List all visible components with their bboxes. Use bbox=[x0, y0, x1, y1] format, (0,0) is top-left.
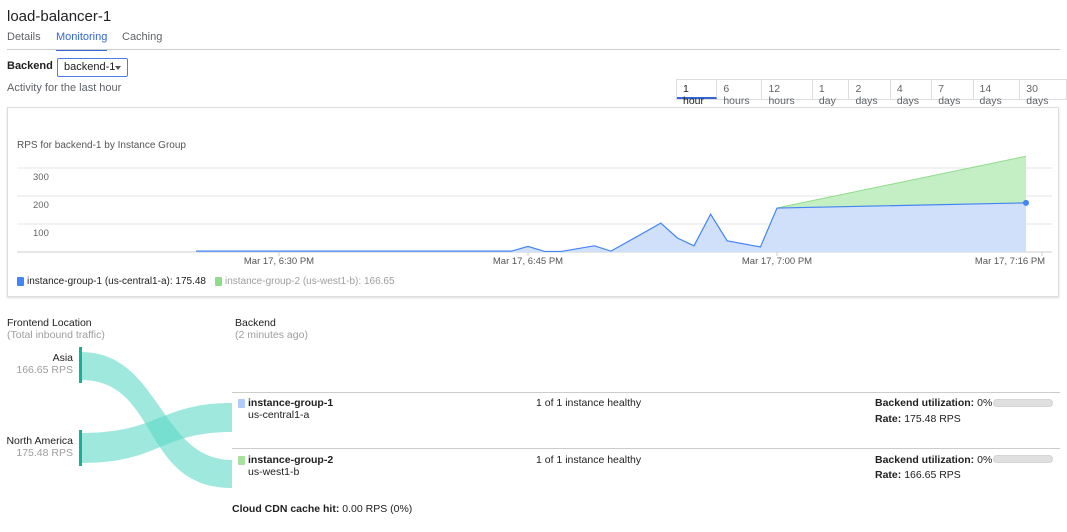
cdn-value: 0.00 RPS (0%) bbox=[342, 503, 413, 515]
util-value: 0% bbox=[977, 454, 993, 466]
chevron-down-icon bbox=[115, 66, 121, 73]
group-rate: Rate: 175.48 RPS bbox=[875, 413, 961, 425]
group-color-icon bbox=[238, 455, 245, 465]
range-7-days[interactable]: 7 days bbox=[932, 80, 974, 107]
y-tick-label: 300 bbox=[33, 172, 49, 183]
location-asia: Asia bbox=[52, 352, 73, 364]
instance-group-2-link[interactable]: instance-group-2 bbox=[238, 454, 333, 466]
range-30-days[interactable]: 30 days bbox=[1026, 83, 1049, 107]
group-utilization: Backend utilization: 0% bbox=[875, 454, 992, 466]
location-north-america-rps: 175.48 RPS bbox=[16, 447, 73, 459]
range-1-hour[interactable]: 1 hour bbox=[677, 80, 718, 107]
range-6-hours[interactable]: 6 hours bbox=[717, 80, 763, 107]
tab-caching[interactable]: Caching bbox=[122, 31, 163, 43]
tab-divider bbox=[7, 49, 1060, 50]
legend-swatch bbox=[215, 277, 222, 286]
backend-select-value: backend-1 bbox=[64, 61, 116, 73]
range-14-days[interactable]: 14 days bbox=[974, 80, 1021, 107]
divider bbox=[232, 392, 1060, 393]
series-line-instance-group-2 bbox=[776, 155, 1027, 209]
group-zone: us-west1-b bbox=[248, 466, 300, 478]
frontend-subtitle: (Total inbound traffic) bbox=[7, 329, 105, 341]
utilization-bar bbox=[993, 455, 1053, 463]
group-utilization: Backend utilization: 0% bbox=[875, 397, 992, 409]
rate-label: Rate: bbox=[875, 469, 902, 481]
rate-value: 166.65 RPS bbox=[904, 469, 961, 481]
legend-item-group-1[interactable]: instance-group-1 (us-central1-a): 175.48 bbox=[17, 276, 206, 287]
legend-value: 166.65 bbox=[363, 276, 395, 287]
legend-label: instance-group-2 (us-west1-b) bbox=[225, 276, 359, 287]
legend-value: 175.48 bbox=[175, 276, 206, 287]
group-zone: us-central1-a bbox=[248, 409, 310, 421]
backend-subtitle: (2 minutes ago) bbox=[235, 329, 308, 341]
group-name: instance-group-1 bbox=[248, 397, 334, 409]
chart-card bbox=[7, 107, 1059, 297]
range-12-hours[interactable]: 12 hours bbox=[762, 80, 813, 107]
hover-point[interactable] bbox=[1023, 199, 1029, 206]
location-asia-rps: 166.65 RPS bbox=[16, 364, 73, 376]
backend-label: Backend bbox=[7, 60, 53, 72]
location-north-america: North America bbox=[6, 435, 73, 447]
rate-label: Rate: bbox=[875, 413, 902, 425]
range-4-days[interactable]: 4 days bbox=[891, 80, 933, 107]
tab-details[interactable]: Details bbox=[7, 31, 41, 43]
x-tick-label: Mar 17, 6:30 PM bbox=[244, 256, 314, 267]
page-title: load-balancer-1 bbox=[7, 8, 112, 25]
chart-title: RPS for backend-1 by Instance Group bbox=[17, 140, 186, 151]
y-tick-label: 200 bbox=[33, 200, 49, 211]
instance-group-1-link[interactable]: instance-group-1 bbox=[238, 397, 333, 409]
range-1-day[interactable]: 1 day bbox=[813, 80, 850, 107]
node-asia bbox=[79, 347, 82, 383]
group-health: 1 of 1 instance healthy bbox=[536, 397, 642, 409]
activity-caption: Activity for the last hour bbox=[7, 82, 122, 94]
cdn-label: Cloud CDN cache hit: bbox=[232, 503, 340, 515]
legend-swatch bbox=[17, 277, 24, 286]
legend-label: instance-group-1 (us-central1-a) bbox=[27, 276, 170, 287]
node-north-america bbox=[79, 430, 82, 466]
util-value: 0% bbox=[977, 397, 993, 409]
util-label: Backend utilization: bbox=[875, 397, 975, 409]
backend-select[interactable]: backend-1 bbox=[57, 58, 128, 77]
x-tick-label: Mar 17, 7:16 PM bbox=[975, 256, 1045, 267]
range-2-days[interactable]: 2 days bbox=[849, 80, 891, 107]
x-tick-label: Mar 17, 7:00 PM bbox=[742, 256, 812, 267]
divider bbox=[232, 448, 1060, 449]
backend-title: Backend bbox=[235, 317, 276, 329]
cdn-cache-hit: Cloud CDN cache hit: 0.00 RPS (0%) bbox=[232, 503, 412, 515]
rate-value: 175.48 RPS bbox=[904, 413, 961, 425]
group-color-icon bbox=[238, 398, 245, 408]
flow-na-to-group-1 bbox=[81, 403, 232, 463]
legend-item-group-2[interactable]: instance-group-2 (us-west1-b): 166.65 bbox=[215, 276, 395, 287]
utilization-bar bbox=[993, 399, 1053, 407]
y-tick-label: 100 bbox=[33, 228, 49, 239]
series-area-instance-group-1 bbox=[196, 202, 1026, 252]
group-rate: Rate: 166.65 RPS bbox=[875, 469, 961, 481]
x-tick-label: Mar 17, 6:45 PM bbox=[493, 256, 563, 267]
tab-monitoring[interactable]: Monitoring bbox=[56, 31, 108, 51]
rps-chart: 100 200 300 Mar 17, 6:30 PM Mar 17, 6:45 PM M… bbox=[17, 155, 1052, 267]
group-name: instance-group-2 bbox=[248, 454, 334, 466]
util-label: Backend utilization: bbox=[875, 454, 975, 466]
frontend-title: Frontend Location bbox=[7, 317, 92, 329]
time-range-selector: 1 hour 6 hours 12 hours 1 day 2 days 4 days 7 … bbox=[676, 79, 1067, 107]
group-health: 1 of 1 instance healthy bbox=[536, 454, 642, 466]
traffic-sankey bbox=[79, 347, 232, 488]
